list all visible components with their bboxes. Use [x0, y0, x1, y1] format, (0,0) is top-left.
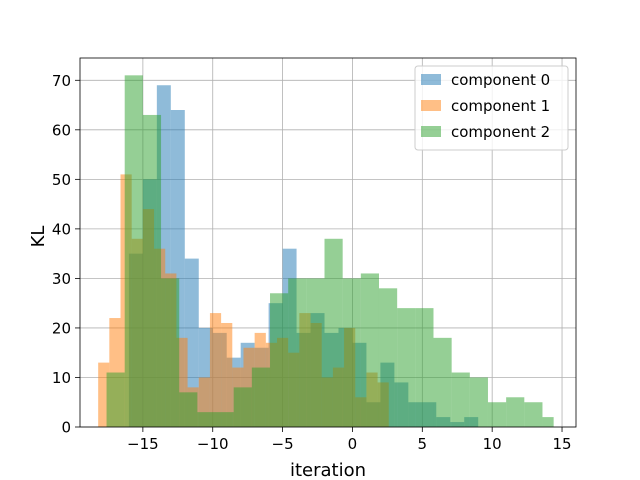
x-tick-label: 15 [552, 435, 571, 453]
x-tick-label: −15 [127, 435, 159, 453]
legend-swatch-1 [421, 100, 441, 111]
bar-series-2 [179, 392, 198, 427]
legend-swatch-2 [421, 126, 441, 137]
y-tick-label: 30 [52, 270, 71, 288]
x-tick-label: −10 [197, 435, 229, 453]
bar-series-2 [142, 114, 162, 428]
y-tick-label: 40 [52, 220, 71, 238]
bar-series-2 [415, 308, 434, 427]
y-tick-label: 60 [52, 121, 71, 139]
bar-series-1 [98, 362, 110, 427]
bar-series-1 [209, 313, 222, 427]
bar-series-2 [124, 75, 143, 427]
y-tick-label: 10 [52, 369, 71, 387]
bar-series-2 [197, 412, 216, 427]
bar-series-2 [106, 372, 125, 427]
bar-series-2 [397, 308, 416, 427]
bar-series-2 [433, 337, 452, 427]
bars [98, 75, 554, 428]
x-tick-label: 10 [483, 435, 502, 453]
bar-series-2 [451, 372, 470, 427]
bar-series-2 [542, 417, 554, 427]
bar-series-1 [221, 322, 233, 427]
bar-series-2 [342, 278, 361, 427]
bar-series-2 [378, 288, 398, 427]
legend: component 0 component 1 component 2 [414, 65, 569, 151]
bar-series-2 [270, 293, 289, 427]
y-tick-label: 70 [52, 72, 71, 90]
bar-series-2 [288, 278, 307, 427]
legend-box [414, 65, 569, 151]
bar-series-1 [176, 337, 188, 427]
x-tick-label: 0 [348, 435, 358, 453]
bar-series-2 [524, 402, 543, 427]
axis-ticks: −15 −10 −5 0 5 10 15 0 10 20 30 40 50 60 70 [52, 72, 572, 453]
bar-series-2 [487, 402, 507, 427]
legend-label-1: component 1 [451, 97, 550, 115]
y-tick-label: 50 [52, 171, 71, 189]
legend-label-0: component 0 [451, 71, 550, 89]
y-axis-label: KL [28, 226, 49, 248]
bar-series-2 [469, 377, 488, 427]
x-tick-label: −5 [272, 435, 294, 453]
bar-series-2 [215, 412, 234, 427]
y-tick-label: 0 [61, 419, 71, 437]
bar-series-2 [360, 273, 379, 427]
bar-series-1 [198, 377, 210, 427]
bar-series-2 [506, 397, 525, 427]
y-tick-label: 20 [52, 319, 71, 337]
legend-swatch-0 [421, 74, 441, 85]
bar-series-2 [324, 238, 343, 427]
x-tick-label: 5 [418, 435, 428, 453]
plot-frame [79, 57, 577, 428]
bar-series-2 [306, 278, 325, 427]
x-axis-label: iteration [290, 460, 366, 480]
bar-series-2 [233, 387, 252, 427]
bar-series-2 [251, 367, 271, 427]
legend-label-2: component 2 [451, 123, 550, 141]
bar-series-0 [184, 258, 199, 427]
bar-series-2 [161, 278, 180, 427]
